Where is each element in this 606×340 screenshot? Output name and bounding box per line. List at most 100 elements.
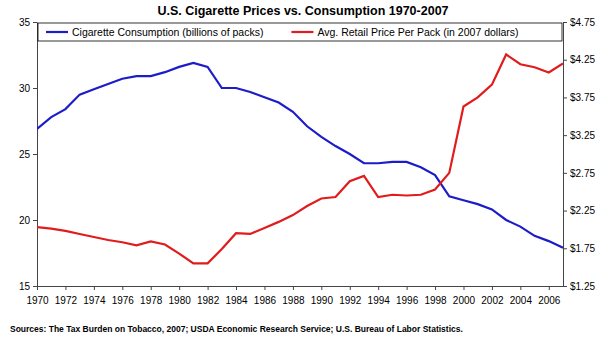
tick: 35 — [19, 17, 37, 28]
tick: 1996 — [396, 286, 419, 306]
tick-mark — [122, 286, 123, 290]
tick-mark — [563, 248, 567, 249]
tick: 1980 — [169, 286, 192, 306]
legend-label: Avg. Retail Price Per Pack (in 2007 doll… — [317, 26, 518, 38]
tick-mark — [37, 286, 38, 290]
tick-label: 1970 — [26, 295, 49, 306]
tick-mark — [435, 286, 436, 290]
tick-mark — [563, 286, 567, 287]
tick-label: 1984 — [225, 295, 248, 306]
tick-label: 1998 — [424, 295, 447, 306]
tick-mark — [520, 286, 521, 290]
y2-axis: $1.25$1.75$2.25$2.75$3.25$3.75$4.25$4.75 — [563, 17, 595, 292]
tick-label: 15 — [19, 281, 31, 292]
tick: $2.25 — [563, 205, 595, 216]
tick: 1986 — [254, 286, 277, 306]
tick-mark — [350, 286, 351, 290]
tick: 1992 — [339, 286, 362, 306]
tick-mark — [463, 286, 464, 290]
tick: $3.25 — [563, 130, 595, 141]
tick-label: 1982 — [197, 295, 220, 306]
tick-mark — [378, 286, 379, 290]
tick-label: $3.75 — [570, 92, 595, 103]
tick-label: $1.75 — [570, 243, 595, 254]
tick: $1.75 — [563, 243, 595, 254]
tick-mark — [407, 286, 408, 290]
tick-mark — [563, 135, 567, 136]
x-axis-line — [38, 286, 564, 287]
tick-mark — [563, 173, 567, 174]
tick: $2.75 — [563, 168, 595, 179]
tick: 2000 — [453, 286, 476, 306]
legend-box — [38, 23, 562, 41]
tick-label: 35 — [19, 17, 31, 28]
legend-label: Cigarette Consumption (billions of packs… — [72, 26, 263, 38]
tick-mark — [563, 22, 567, 23]
tick-label: 1986 — [254, 295, 277, 306]
tick-mark — [94, 286, 95, 290]
legend-item: Avg. Retail Price Per Pack (in 2007 doll… — [291, 26, 518, 38]
tick-label: $3.25 — [570, 130, 595, 141]
legend-swatch — [46, 31, 68, 33]
lines — [37, 54, 563, 263]
tick-mark — [208, 286, 209, 290]
tick-label: 20 — [19, 215, 31, 226]
tick-mark — [293, 286, 294, 290]
tick-mark — [492, 286, 493, 290]
tick: 1972 — [55, 286, 78, 306]
tick: 1978 — [140, 286, 163, 306]
tick: 1990 — [311, 286, 334, 306]
tick-label: $4.75 — [570, 17, 595, 28]
annotation: Sources: The Tax Burden on Tobacco, 2007… — [10, 324, 463, 334]
tick: 2002 — [481, 286, 504, 306]
tick-label: 1976 — [112, 295, 135, 306]
series-line — [37, 54, 563, 263]
tick-mark — [65, 286, 66, 290]
tick-label: 30 — [19, 83, 31, 94]
y-axis-line — [37, 23, 38, 287]
tick-label: 2000 — [453, 295, 476, 306]
tick: 1976 — [112, 286, 135, 306]
tick-mark — [33, 286, 37, 287]
tick-mark — [33, 220, 37, 221]
tick-label: 25 — [19, 149, 31, 160]
tick-mark — [236, 286, 237, 290]
tick: $3.75 — [563, 92, 595, 103]
legend: Cigarette Consumption (billions of packs… — [38, 23, 562, 41]
tick: 1994 — [368, 286, 391, 306]
tick-label: 1994 — [368, 295, 391, 306]
tick-label: 1978 — [140, 295, 163, 306]
tick-label: 2002 — [481, 295, 504, 306]
tick-mark — [33, 154, 37, 155]
y2-axis-line — [563, 23, 564, 287]
tick-label: 1990 — [311, 295, 334, 306]
tick-mark — [33, 22, 37, 23]
tick-label: 2004 — [510, 295, 533, 306]
tick: 1982 — [197, 286, 220, 306]
tick-label: 1974 — [83, 295, 106, 306]
y-axis: 15 20 25 30 35 — [19, 17, 38, 292]
tick-mark — [151, 286, 152, 290]
tick-mark — [321, 286, 322, 290]
tick-label: 1996 — [396, 295, 419, 306]
tick: 1984 — [225, 286, 248, 306]
tick: 25 — [19, 149, 37, 160]
chart: 1970 1972 1974 1976 1978 1980 1982 1984 1986 1988… — [0, 0, 606, 340]
tick: $4.75 — [563, 17, 595, 28]
tick: 1988 — [282, 286, 305, 306]
tick-mark — [563, 211, 567, 212]
title: U.S. Cigarette Prices vs. Consumption 19… — [157, 4, 448, 18]
legend-swatch — [291, 31, 313, 33]
tick-label: 1988 — [282, 295, 305, 306]
tick-mark — [33, 88, 37, 89]
tick-mark — [549, 286, 550, 290]
tick: 1974 — [83, 286, 106, 306]
tick-mark — [563, 60, 567, 61]
tick-label: 1972 — [55, 295, 78, 306]
tick-mark — [179, 286, 180, 290]
tick: 1998 — [424, 286, 447, 306]
legend-item: Cigarette Consumption (billions of packs… — [46, 26, 263, 38]
tick: 2006 — [538, 286, 561, 306]
tick-label: 1980 — [169, 295, 192, 306]
tick-label: $2.75 — [570, 168, 595, 179]
